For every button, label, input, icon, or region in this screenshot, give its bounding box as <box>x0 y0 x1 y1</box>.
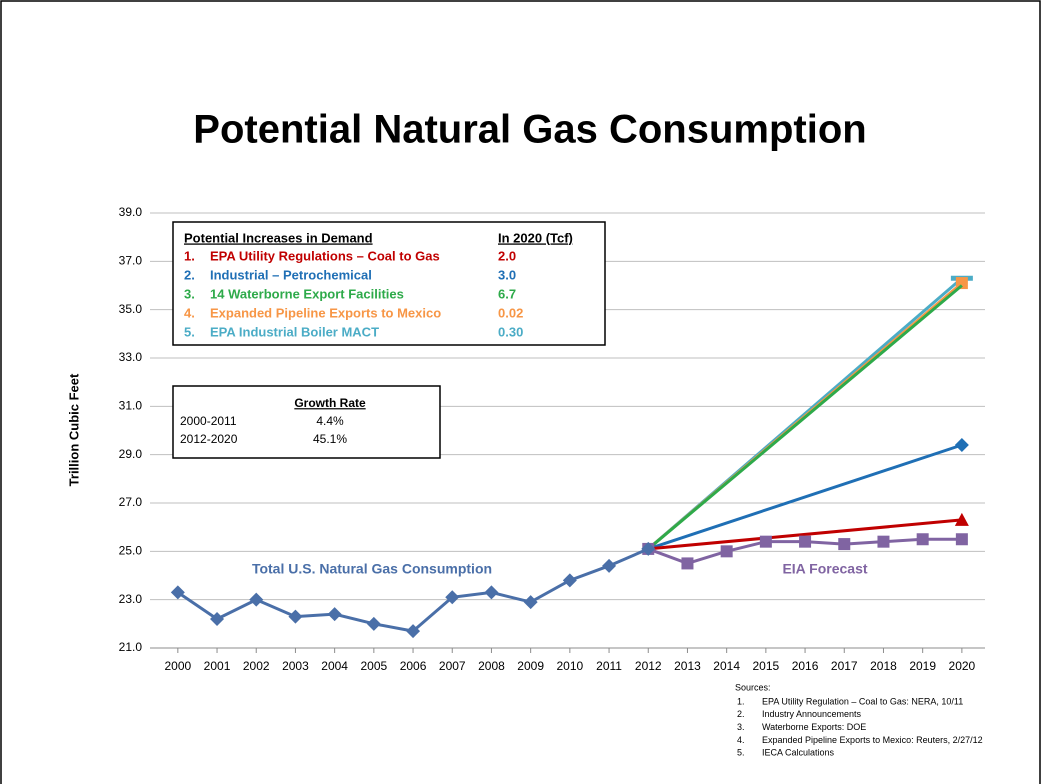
source-text: Waterborne Exports: DOE <box>762 722 866 732</box>
y-tick-label: 27.0 <box>119 495 143 509</box>
series-label: Total U.S. Natural Gas Consumption <box>252 561 492 577</box>
series-label: EIA Forecast <box>782 561 867 577</box>
marker <box>484 585 499 600</box>
marker <box>523 595 538 610</box>
x-tick-label: 2006 <box>400 659 427 673</box>
marker <box>366 616 381 631</box>
y-tick-label: 31.0 <box>119 399 143 413</box>
marker <box>210 612 225 626</box>
marker <box>838 538 851 551</box>
y-tick-label: 25.0 <box>119 544 143 558</box>
marker <box>759 535 772 548</box>
growth-header: Growth Rate <box>294 396 366 410</box>
marker <box>954 438 969 452</box>
series-line <box>648 518 963 551</box>
scenario-number: 2. <box>184 267 195 282</box>
y-tick-label: 37.0 <box>119 254 143 268</box>
scenario-amount: 0.30 <box>498 324 523 339</box>
marker <box>602 558 617 573</box>
growth-box <box>172 385 441 459</box>
growth-rate: 4.4% <box>316 414 344 428</box>
marker <box>406 624 421 639</box>
x-tick-label: 2014 <box>713 659 740 673</box>
x-tick-label: 2000 <box>164 659 191 673</box>
x-tick-label: 2008 <box>478 659 505 673</box>
source-number: 1. <box>737 696 745 706</box>
x-tick-label: 2011 <box>596 659 622 673</box>
y-tick-label: 23.0 <box>119 592 143 606</box>
source-number: 2. <box>737 709 745 719</box>
x-tick-label: 2007 <box>439 659 466 673</box>
marker <box>170 585 185 600</box>
scenario-name: 14 Waterborne Export Facilities <box>210 286 404 301</box>
x-tick-label: 2003 <box>282 659 309 673</box>
growth-period: 2000-2011 <box>180 414 237 428</box>
x-tick-label: 2016 <box>792 659 819 673</box>
growth-rate: 45.1% <box>313 432 347 446</box>
scenario-name: Industrial – Petrochemical <box>210 267 372 282</box>
marker <box>562 573 577 588</box>
marker <box>916 533 929 546</box>
y-tick-label: 33.0 <box>119 350 143 364</box>
overlay: 1. EPA Utility Regulations – Coal to Gas 2… <box>180 248 983 757</box>
source-number: 5. <box>737 748 745 758</box>
marker <box>877 535 890 548</box>
x-tick-label: 2009 <box>517 659 544 673</box>
marker <box>681 557 694 570</box>
x-tick-label: 2020 <box>949 659 976 673</box>
scenario-amount: 6.7 <box>498 286 516 301</box>
source-text: IECA Calculations <box>762 748 835 758</box>
y-tick-label: 29.0 <box>119 447 143 461</box>
scenario-number: 3. <box>184 286 195 301</box>
scenario-box <box>172 221 606 346</box>
source-number: 4. <box>737 735 745 745</box>
scenario-amount: 2.0 <box>498 248 516 263</box>
source-text: Industry Announcements <box>762 709 862 719</box>
source-number: 3. <box>737 722 745 732</box>
x-tick-label: 2004 <box>321 659 348 673</box>
y-axis-label: Trillion Cubic Feet <box>66 373 81 486</box>
y-tick-label: 39.0 <box>119 205 143 219</box>
scenario-number: 5. <box>184 324 195 339</box>
scenario-name: EPA Industrial Boiler MACT <box>210 324 379 339</box>
scenario-header: Potential Increases in Demand <box>184 230 373 245</box>
marker <box>720 545 733 558</box>
x-tick-label: 2015 <box>753 659 780 673</box>
x-tick-label: 2001 <box>204 659 231 673</box>
source-text: Expanded Pipeline Exports to Mexico: Reu… <box>762 735 983 745</box>
chart-title: Potential Natural Gas Consumption <box>193 108 866 152</box>
marker <box>954 512 969 526</box>
series-line <box>647 284 963 551</box>
series-line <box>647 443 963 551</box>
scenario-number: 1. <box>184 248 195 263</box>
marker <box>445 590 460 605</box>
source-text: EPA Utility Regulation – Coal to Gas: NE… <box>762 696 963 706</box>
x-tick-label: 2012 <box>635 659 662 673</box>
amount-header: In 2020 (Tcf) <box>498 230 573 245</box>
x-tick-label: 2002 <box>243 659 270 673</box>
marker <box>327 607 342 622</box>
sources-title: Sources: <box>735 682 771 692</box>
scenario-number: 4. <box>184 305 195 320</box>
scenario-name: Expanded Pipeline Exports to Mexico <box>210 305 441 320</box>
marker <box>288 609 303 624</box>
growth-period: 2012-2020 <box>180 432 238 446</box>
x-tick-label: 2005 <box>360 659 387 673</box>
x-tick-label: 2010 <box>557 659 584 673</box>
scenario-name: EPA Utility Regulations – Coal to Gas <box>210 248 440 263</box>
x-tick-label: 2019 <box>909 659 936 673</box>
marker <box>641 541 656 556</box>
marker <box>955 533 968 546</box>
x-tick-label: 2018 <box>870 659 897 673</box>
y-tick-label: 35.0 <box>119 302 143 316</box>
x-tick-label: 2013 <box>674 659 701 673</box>
marker <box>249 592 264 607</box>
scenario-amount: 3.0 <box>498 267 516 282</box>
scenario-amount: 0.02 <box>498 305 523 320</box>
marker <box>799 535 812 548</box>
x-tick-label: 2017 <box>831 659 858 673</box>
y-tick-label: 21.0 <box>119 640 143 654</box>
